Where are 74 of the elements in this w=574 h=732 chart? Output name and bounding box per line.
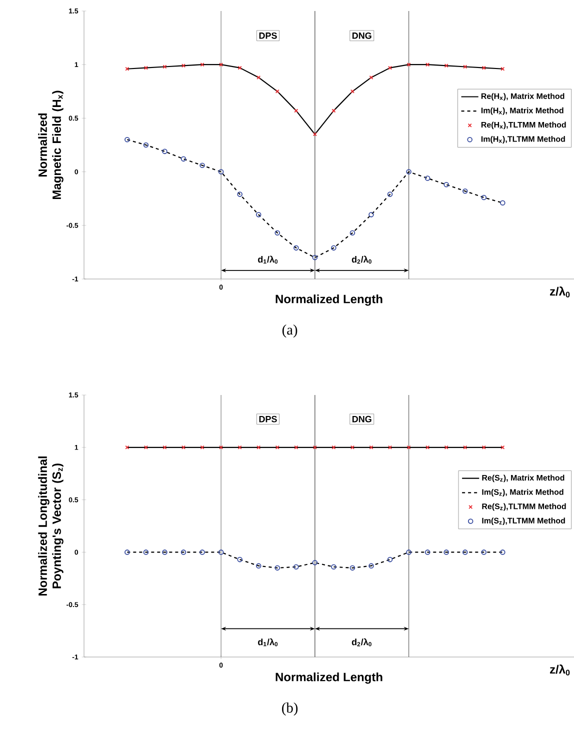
annotation: DNG bbox=[352, 32, 372, 39]
text: z/λ$_{0}$ bbox=[550, 664, 570, 676]
point bbox=[462, 550, 468, 555]
point bbox=[256, 75, 261, 80]
point bbox=[500, 200, 506, 206]
point bbox=[274, 230, 280, 236]
legend-label: Re(S$_{z}$), Matrix Method bbox=[482, 474, 564, 482]
point bbox=[218, 550, 224, 555]
point bbox=[237, 556, 242, 562]
point bbox=[256, 212, 262, 218]
point bbox=[162, 550, 168, 555]
point bbox=[368, 212, 374, 218]
point bbox=[481, 194, 487, 200]
annotation: d$_{1}$/λ$_{0}$ bbox=[258, 256, 278, 264]
point bbox=[332, 108, 336, 113]
point bbox=[218, 169, 224, 174]
annotation: d$_{2}$/λ$_{0}$ bbox=[352, 638, 372, 646]
point bbox=[444, 550, 449, 555]
point bbox=[293, 245, 299, 251]
point bbox=[387, 192, 393, 197]
point bbox=[331, 245, 336, 251]
point bbox=[444, 182, 449, 188]
point bbox=[500, 550, 506, 555]
point bbox=[350, 230, 356, 236]
annotation: DNG bbox=[352, 416, 372, 422]
legend-label: Im(S$_{z}$),TLTMM Method bbox=[482, 518, 565, 526]
point bbox=[387, 556, 393, 562]
y-axis-title: Normalized Magnetic Field (H$_{x}$) bbox=[38, 90, 64, 200]
text: (a) bbox=[282, 324, 298, 338]
point bbox=[143, 550, 149, 555]
point bbox=[424, 550, 430, 555]
point bbox=[481, 550, 487, 555]
point bbox=[182, 445, 186, 450]
annotation: DPS bbox=[259, 32, 277, 39]
point bbox=[424, 176, 430, 181]
point bbox=[388, 445, 392, 450]
point bbox=[350, 445, 354, 450]
point bbox=[312, 560, 318, 566]
point bbox=[331, 564, 336, 570]
point bbox=[350, 565, 356, 571]
legend-label: Re(H$_{x}$),TLTMM Method bbox=[481, 122, 566, 130]
legend-label: Im(H$_{x}$), Matrix Method bbox=[481, 107, 564, 115]
legend-label: Im(S$_{z}$), Matrix Method bbox=[482, 488, 564, 496]
point bbox=[406, 169, 412, 174]
point bbox=[162, 64, 167, 69]
line-series bbox=[126, 64, 504, 135]
legend-label: Im(H$_{x}$),TLTMM Method bbox=[481, 136, 565, 144]
point bbox=[274, 565, 280, 571]
x-axis-title: Normalized Length bbox=[276, 672, 382, 684]
annotation: d$_{2}$/λ$_{0}$ bbox=[352, 256, 372, 264]
point bbox=[219, 62, 224, 67]
point bbox=[200, 162, 205, 168]
legend-label: Re(S$_{z}$),TLTMM Method bbox=[482, 503, 566, 511]
point bbox=[162, 148, 168, 154]
point bbox=[256, 563, 262, 568]
annotation: d$_{1}$/λ$_{0}$ bbox=[258, 638, 278, 646]
point bbox=[143, 142, 149, 148]
point bbox=[124, 136, 130, 142]
point bbox=[312, 254, 318, 260]
legend-label: Re(H$_{x}$), Matrix Method bbox=[481, 93, 564, 101]
point bbox=[238, 66, 242, 70]
point bbox=[462, 188, 468, 194]
annotation: DPS bbox=[259, 416, 277, 422]
point bbox=[124, 550, 130, 555]
point bbox=[293, 564, 299, 570]
point bbox=[368, 563, 374, 568]
x-axis-title: Normalized Length bbox=[276, 294, 382, 306]
point bbox=[180, 156, 186, 162]
point bbox=[406, 550, 412, 555]
point bbox=[237, 192, 242, 197]
text: z/λ$_{0}$ bbox=[550, 286, 570, 298]
text: (b) bbox=[282, 702, 298, 716]
point bbox=[180, 550, 186, 555]
point bbox=[200, 550, 205, 555]
